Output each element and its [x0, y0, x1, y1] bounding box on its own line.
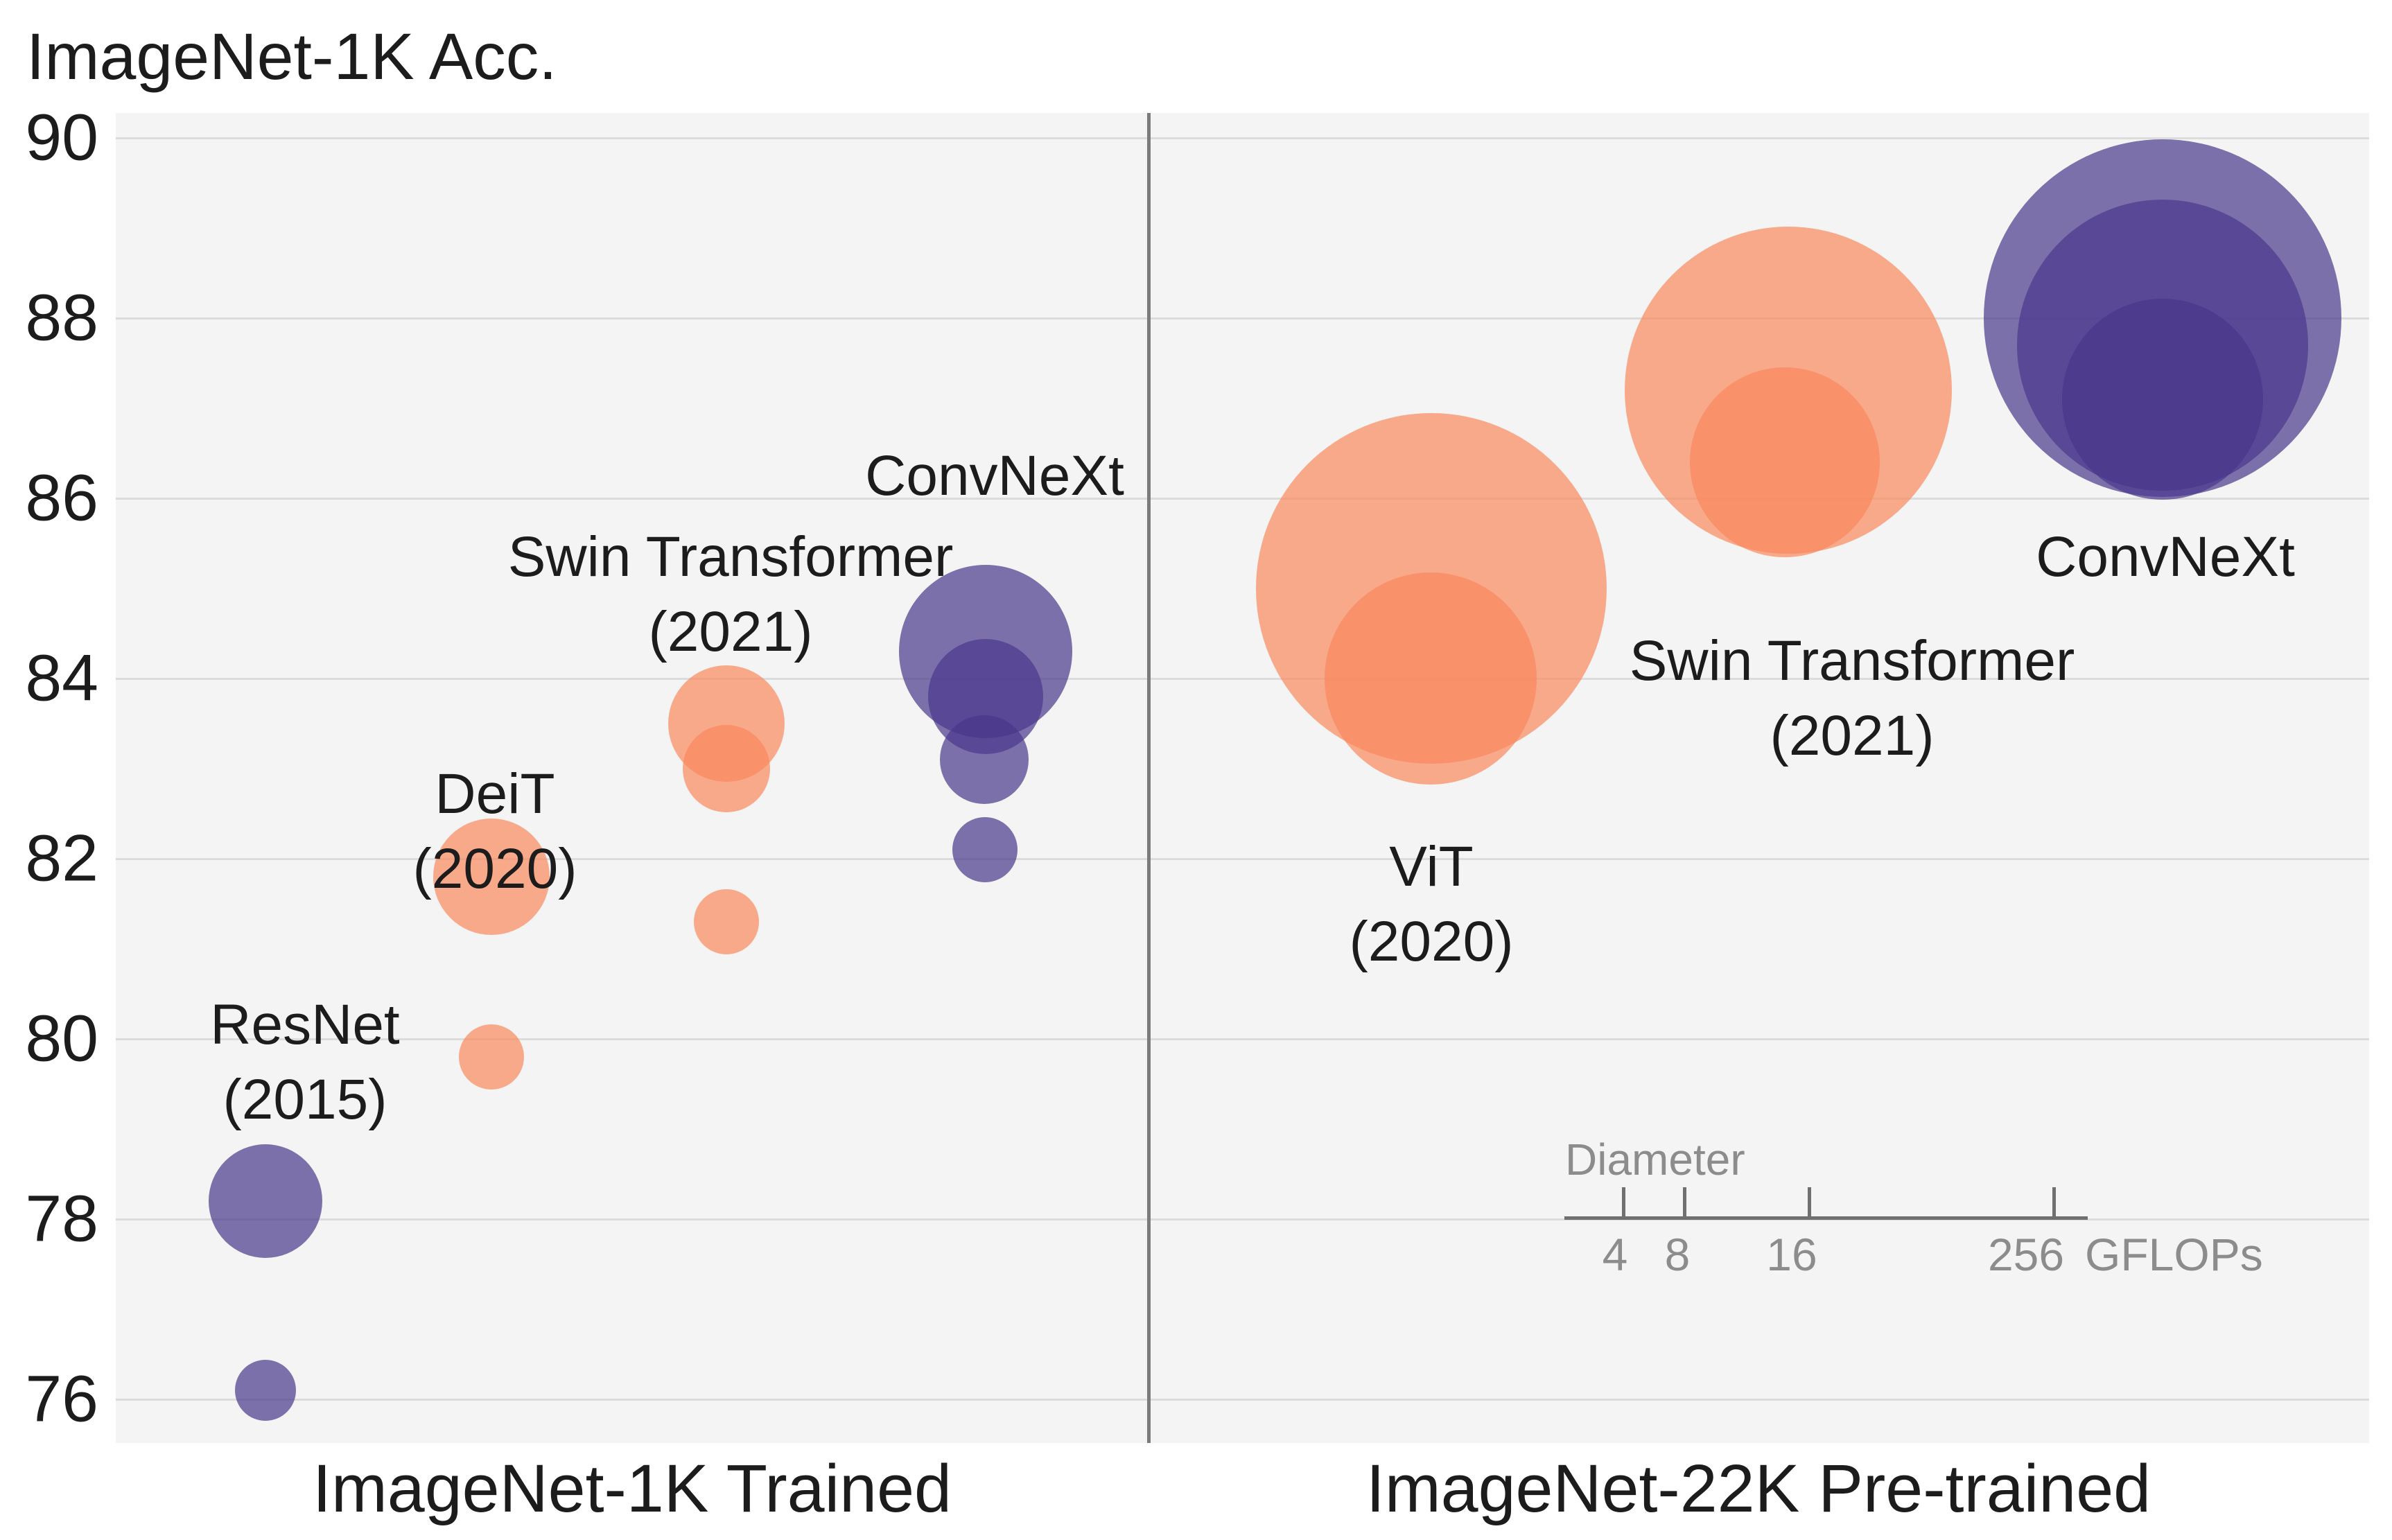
annotation-swin-transformer-5: Swin Transformer (2021) — [1630, 624, 2075, 773]
bubble-vit-2020-84 — [1325, 572, 1537, 785]
size-legend-label-4: 4 — [1602, 1229, 1628, 1280]
bubble-swin-transformer-2021-83 — [683, 725, 770, 812]
annotation-line: (2015) — [222, 1068, 387, 1131]
y-tick-label-80: 80 — [25, 1001, 98, 1076]
annotation-convnext-6: ConvNeXt — [2036, 520, 2295, 595]
annotation-vit-4: ViT (2020) — [1349, 830, 1513, 979]
size-legend-ruler-line — [1564, 1216, 2088, 1220]
size-legend-label-8: 8 — [1664, 1229, 1691, 1280]
y-tick-label-86: 86 — [25, 461, 98, 535]
annotation-line: Swin Transformer — [1629, 629, 2075, 692]
bubble-deit-2020-81.8 — [433, 819, 550, 935]
gridline-80 — [116, 1038, 2369, 1040]
annotation-line: (2020) — [412, 837, 577, 900]
annotation-line: Swin Transformer — [507, 525, 954, 588]
annotation-line: ResNet — [210, 993, 400, 1056]
gridline-90 — [116, 137, 2369, 139]
y-tick-label-84: 84 — [25, 641, 98, 715]
y-tick-label-82: 82 — [25, 821, 98, 895]
size-legend-unit: GFLOPs — [2085, 1229, 2263, 1280]
size-legend-tick-8 — [1683, 1187, 1686, 1216]
annotation-line: ConvNeXt — [865, 444, 1124, 507]
gridline-88 — [116, 317, 2369, 320]
bubble-swin-transformer-2021-86.4 — [1690, 367, 1880, 557]
size-legend-label-256: 256 — [1987, 1229, 2065, 1280]
y-tick-label-78: 78 — [25, 1182, 98, 1256]
gridline-76 — [116, 1399, 2369, 1401]
bubble-resnet-2015-76.1 — [235, 1360, 296, 1421]
gridline-82 — [116, 858, 2369, 860]
annotation-line: (2021) — [648, 600, 813, 663]
size-legend-title: Diameter — [1565, 1135, 1745, 1184]
plot-area: Diameter 4 8 16 256 GFLOPs ResNet (2015) DeiT (20… — [116, 113, 2369, 1443]
annotation-swin-transformer-2: Swin Transformer (2021) — [508, 520, 954, 670]
annotation-line: (2021) — [1770, 704, 1935, 767]
size-legend-tick-4 — [1622, 1187, 1625, 1216]
gridline-84 — [116, 678, 2369, 680]
bubble-resnet-2015-78.2 — [209, 1144, 322, 1258]
gridline-86 — [116, 498, 2369, 500]
annotation-convnext-3: ConvNeXt — [865, 439, 1124, 514]
y-tick-label-76: 76 — [25, 1362, 98, 1436]
bubble-convnext-82.1 — [952, 817, 1018, 882]
annotation-resnet-0: ResNet (2015) — [210, 988, 399, 1137]
y-axis-title: ImageNet-1K Acc. — [26, 20, 557, 94]
panel-label-imagenet-22k-pretrained: ImageNet-22K Pre-trained — [1365, 1451, 2151, 1526]
annotation-line: ViT — [1389, 835, 1474, 898]
annotation-line: (2020) — [1349, 910, 1514, 973]
size-legend-label-16: 16 — [1766, 1229, 1817, 1280]
annotation-deit-1: DeiT (2020) — [412, 757, 577, 907]
annotation-line: DeiT — [435, 762, 555, 825]
y-tick-label-88: 88 — [25, 281, 98, 355]
annotation-line: ConvNeXt — [2036, 525, 2295, 588]
gridline-78 — [116, 1218, 2369, 1220]
bubble-convnext-87.1 — [2062, 299, 2263, 500]
size-legend-tick-16 — [1808, 1187, 1811, 1216]
y-tick-label-90: 90 — [25, 100, 98, 175]
bubble-convnext-83.1 — [940, 715, 1029, 804]
bubble-swin-transformer-2021-81.3 — [694, 889, 759, 954]
panel-divider-line — [1147, 113, 1151, 1443]
size-legend-tick-256 — [2052, 1187, 2056, 1216]
bubble-deit-2020-79.8 — [459, 1024, 524, 1090]
panel-label-imagenet-1k-trained: ImageNet-1K Trained — [313, 1451, 952, 1526]
